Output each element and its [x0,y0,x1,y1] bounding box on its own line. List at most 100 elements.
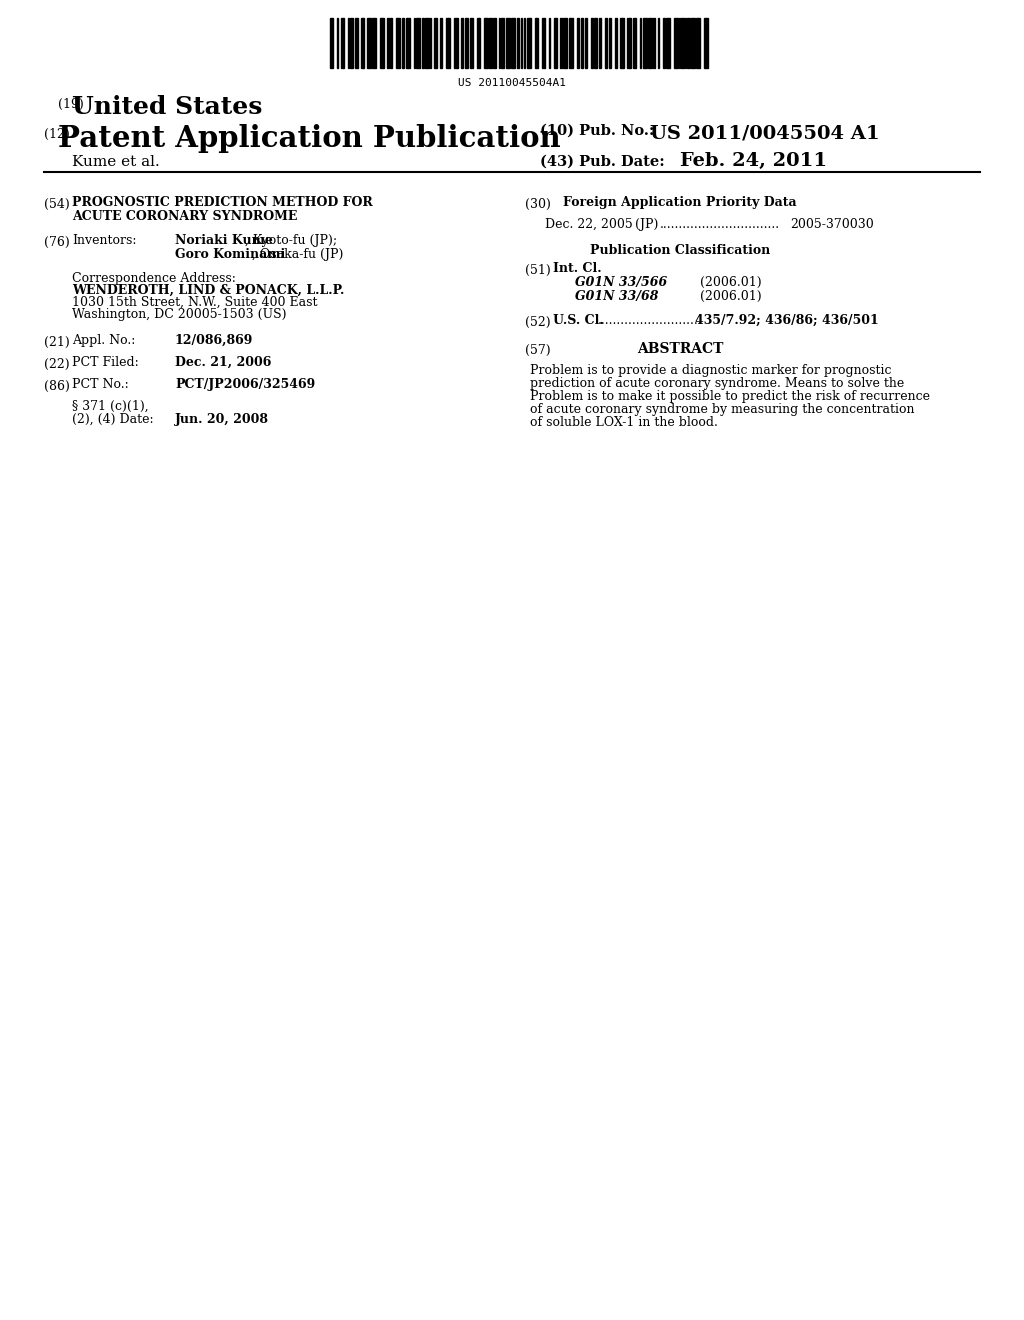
Bar [542,18,545,69]
Bar [506,18,510,69]
Bar [387,18,389,69]
Bar [594,18,597,69]
Text: US 20110045504A1: US 20110045504A1 [458,78,566,88]
Text: Washington, DC 20005-1503 (US): Washington, DC 20005-1503 (US) [72,308,287,321]
Bar [653,18,655,69]
Bar [663,18,665,69]
Text: of acute coronary syndrome by measuring the concentration: of acute coronary syndrome by measuring … [530,403,914,416]
Bar [666,18,670,69]
Text: Publication Classification: Publication Classification [590,244,770,257]
Bar [674,18,678,69]
Bar [560,18,562,69]
Bar [367,18,371,69]
Bar [609,18,611,69]
Bar [355,18,358,69]
Text: PROGNOSTIC PREDICTION METHOD FOR: PROGNOSTIC PREDICTION METHOD FOR [72,195,373,209]
Text: G01N 33/566: G01N 33/566 [575,276,668,289]
Bar [577,18,579,69]
Text: Dec. 21, 2006: Dec. 21, 2006 [175,356,271,370]
Bar [372,18,376,69]
Text: (30): (30) [525,198,551,211]
Text: Noriaki Kume: Noriaki Kume [175,234,272,247]
Bar [406,18,410,69]
Text: Foreign Application Priority Data: Foreign Application Priority Data [563,195,797,209]
Bar [633,18,636,69]
Text: PCT No.:: PCT No.: [72,378,129,391]
Bar [705,18,708,69]
Text: (2), (4) Date:: (2), (4) Date: [72,413,154,426]
Bar [615,18,617,69]
Text: Feb. 24, 2011: Feb. 24, 2011 [680,152,827,170]
Text: (43) Pub. Date:: (43) Pub. Date: [540,154,665,169]
Bar [643,18,647,69]
Bar [350,18,353,69]
Text: Jun. 20, 2008: Jun. 20, 2008 [175,413,269,426]
Text: (54): (54) [44,198,70,211]
Text: (22): (22) [44,358,70,371]
Bar [605,18,607,69]
Text: Patent Application Publication: Patent Application Publication [58,124,560,153]
Bar [477,18,480,69]
Bar [569,18,573,69]
Bar [330,18,333,69]
Bar [687,18,690,69]
Text: of soluble LOX-1 in the blood.: of soluble LOX-1 in the blood. [530,416,718,429]
Text: (21): (21) [44,337,70,348]
Bar [696,18,700,69]
Bar [470,18,473,69]
Text: Appl. No.:: Appl. No.: [72,334,135,347]
Text: (2006.01): (2006.01) [700,276,762,289]
Text: Goro Kominami: Goro Kominami [175,248,286,261]
Bar [440,18,442,69]
Text: United States: United States [72,95,262,119]
Text: ...........................: ........................... [598,314,702,327]
Bar [422,18,424,69]
Bar [620,18,624,69]
Bar [446,18,450,69]
Text: , Kyoto-fu (JP);: , Kyoto-fu (JP); [245,234,337,247]
Bar [461,18,463,69]
Bar [599,18,601,69]
Text: ...............................: ............................... [660,218,780,231]
Bar [380,18,384,69]
Bar [535,18,538,69]
Text: § 371 (c)(1),: § 371 (c)(1), [72,400,148,413]
Text: PCT Filed:: PCT Filed: [72,356,138,370]
Text: Dec. 22, 2005: Dec. 22, 2005 [545,218,633,231]
Bar [465,18,468,69]
Text: Problem is to provide a diagnostic marker for prognostic: Problem is to provide a diagnostic marke… [530,364,892,378]
Text: 1030 15th Street, N.W., Suite 400 East: 1030 15th Street, N.W., Suite 400 East [72,296,317,309]
Text: ABSTRACT: ABSTRACT [637,342,723,356]
Text: , Osaka-fu (JP): , Osaka-fu (JP) [252,248,343,261]
Text: G01N 33/68: G01N 33/68 [575,290,658,304]
Bar [493,18,496,69]
Text: Problem is to make it possible to predict the risk of recurrence: Problem is to make it possible to predic… [530,389,930,403]
Text: U.S. Cl.: U.S. Cl. [553,314,604,327]
Bar [501,18,504,69]
Bar [434,18,437,69]
Bar [396,18,400,69]
Bar [390,18,392,69]
Bar [681,18,684,69]
Text: ACUTE CORONARY SYNDROME: ACUTE CORONARY SYNDROME [72,210,297,223]
Text: Correspondence Address:: Correspondence Address: [72,272,236,285]
Bar [563,18,567,69]
Text: Int. Cl.: Int. Cl. [553,261,602,275]
Bar [527,18,531,69]
Text: PCT/JP2006/325469: PCT/JP2006/325469 [175,378,315,391]
Bar [361,18,364,69]
Text: (51): (51) [525,264,551,277]
Bar [581,18,583,69]
Text: US 2011/0045504 A1: US 2011/0045504 A1 [650,124,880,143]
Text: (12): (12) [44,128,70,141]
Text: prediction of acute coronary syndrome. Means to solve the: prediction of acute coronary syndrome. M… [530,378,904,389]
Text: 435/7.92; 436/86; 436/501: 435/7.92; 436/86; 436/501 [695,314,879,327]
Bar [416,18,420,69]
Bar [627,18,631,69]
Bar [554,18,557,69]
Bar [489,18,492,69]
Bar [648,18,652,69]
Text: Inventors:: Inventors: [72,234,136,247]
Text: (52): (52) [525,315,551,329]
Text: (76): (76) [44,236,70,249]
